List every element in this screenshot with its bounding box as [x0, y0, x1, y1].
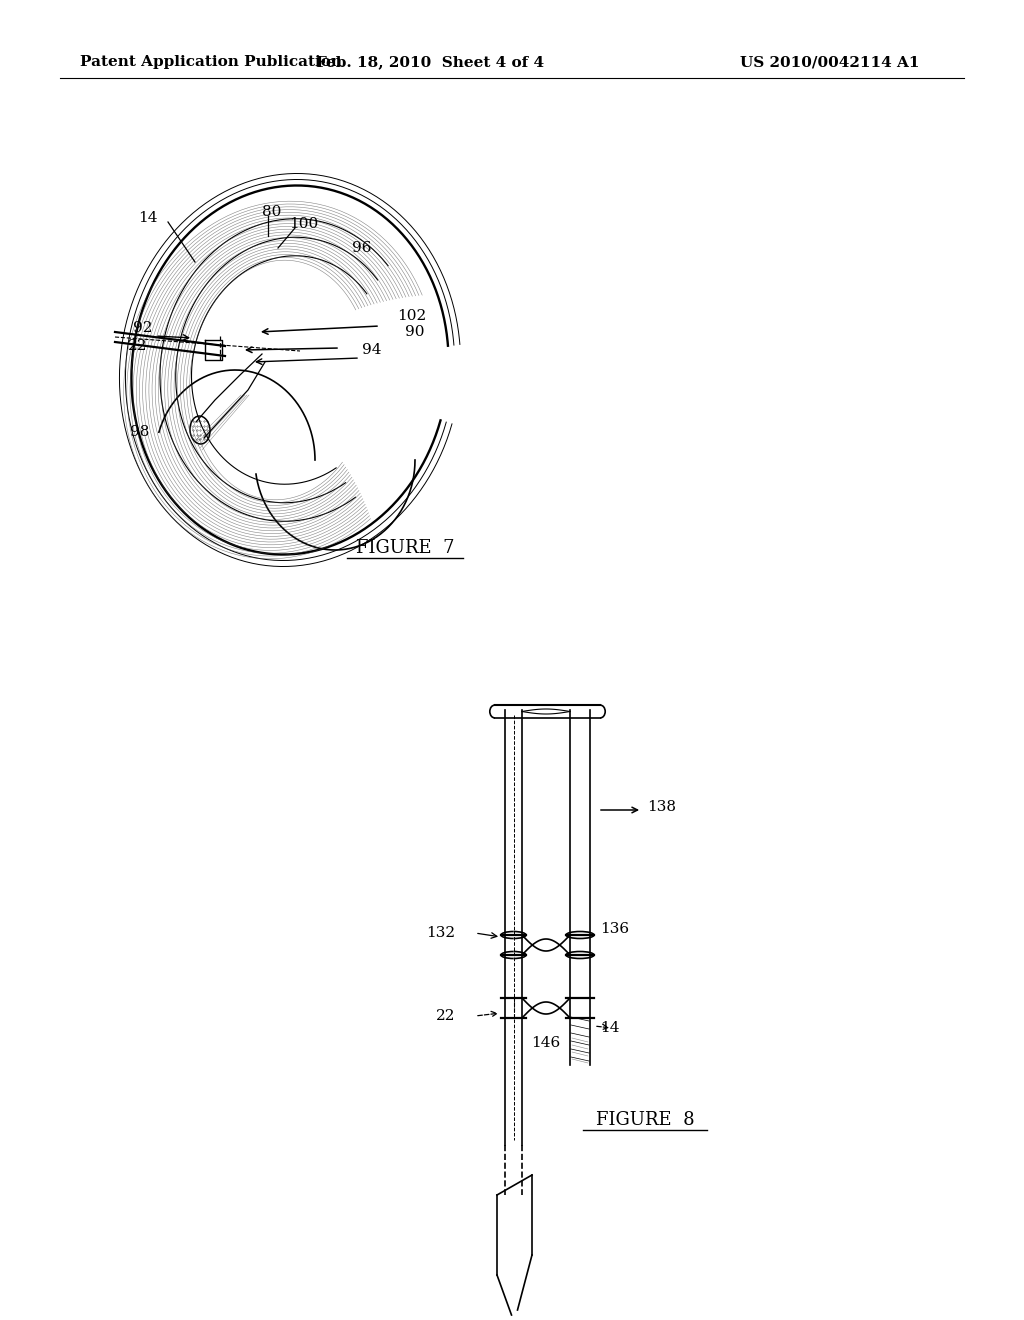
Text: 136: 136 — [600, 921, 629, 936]
Text: US 2010/0042114 A1: US 2010/0042114 A1 — [740, 55, 920, 69]
Text: 92: 92 — [133, 321, 153, 335]
Text: 102: 102 — [397, 309, 427, 323]
Text: 132: 132 — [426, 927, 455, 940]
Text: Feb. 18, 2010  Sheet 4 of 4: Feb. 18, 2010 Sheet 4 of 4 — [316, 55, 544, 69]
Text: 94: 94 — [362, 343, 382, 356]
Text: 138: 138 — [647, 800, 676, 814]
Text: 90: 90 — [406, 325, 425, 339]
Text: Patent Application Publication: Patent Application Publication — [80, 55, 342, 69]
Text: 22: 22 — [435, 1008, 455, 1023]
Text: 98: 98 — [130, 425, 150, 440]
Text: 80: 80 — [262, 205, 282, 219]
Text: 100: 100 — [290, 216, 318, 231]
Text: 22: 22 — [128, 339, 147, 352]
Text: 14: 14 — [600, 1020, 620, 1035]
Text: 146: 146 — [531, 1036, 560, 1049]
Text: FIGURE  8: FIGURE 8 — [596, 1111, 694, 1129]
Text: FIGURE  7: FIGURE 7 — [355, 539, 455, 557]
Text: 14: 14 — [138, 211, 158, 224]
Text: 96: 96 — [352, 242, 372, 255]
